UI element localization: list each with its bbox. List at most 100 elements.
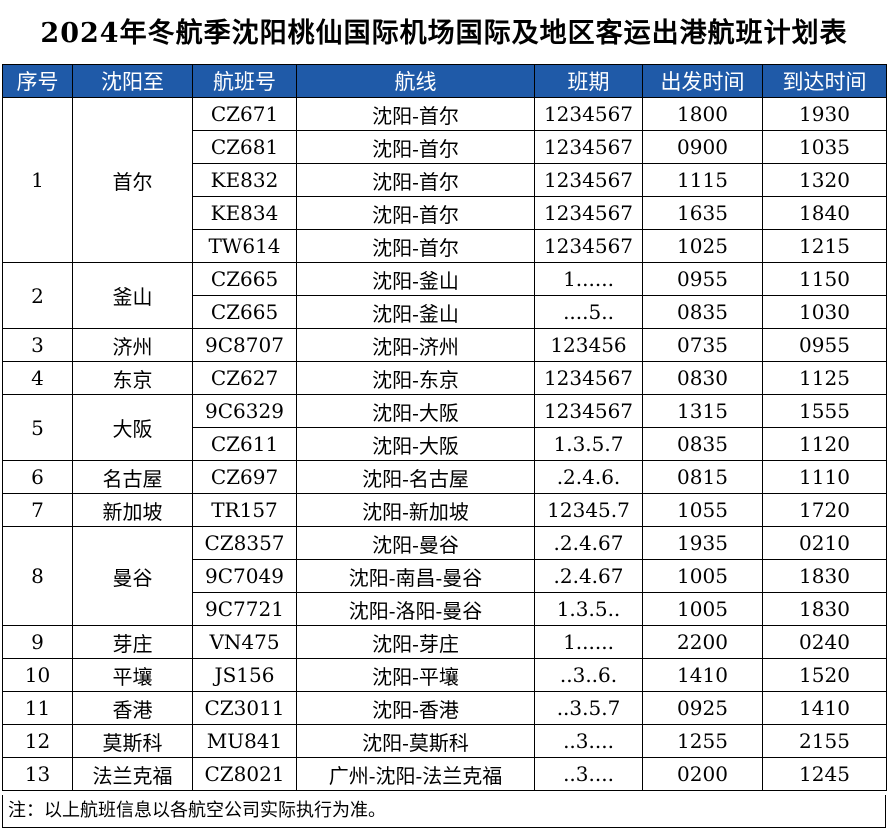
cell-seq: 2	[2, 262, 73, 329]
header-seq: 序号	[2, 64, 73, 98]
table-row: 1 首尔 CZ671 沈阳-首尔 1234567 1800 1930	[2, 97, 887, 263]
cell-days: 1......	[534, 625, 643, 659]
cell-destination: 平壤	[72, 658, 193, 692]
cell-days: 1......	[534, 262, 643, 296]
cell-flight-no: 9C8707	[192, 328, 297, 362]
cell-route: 沈阳-大阪	[296, 427, 535, 461]
cell-arrival: 1110	[762, 460, 887, 494]
cell-departure: 0815	[642, 460, 763, 494]
cell-seq: 9	[2, 625, 73, 659]
cell-arrival: 2155	[762, 724, 887, 758]
page-title: 2024年冬航季沈阳桃仙国际机场国际及地区客运出港航班计划表	[40, 18, 848, 49]
cell-departure: 0735	[642, 328, 763, 362]
cell-days: 12345.7	[534, 493, 643, 527]
cell-flight-no: CZ611	[192, 427, 297, 461]
cell-flight-no: CZ627	[192, 361, 297, 395]
cell-seq: 4	[2, 361, 73, 395]
header-departure: 出发时间	[642, 64, 763, 98]
cell-flight-no: CZ8021	[192, 757, 297, 791]
cell-departure: 0200	[642, 757, 763, 791]
header-route: 航线	[296, 64, 535, 98]
header-flight-no: 航班号	[192, 64, 297, 98]
cell-arrival: 0955	[762, 328, 887, 362]
cell-destination: 釜山	[72, 262, 193, 329]
cell-route: 沈阳-芽庄	[296, 625, 535, 659]
cell-departure: 0835	[642, 295, 763, 329]
cell-arrival: 0240	[762, 625, 887, 659]
cell-arrival: 1410	[762, 691, 887, 725]
table-row: 5 大阪 9C6329 沈阳-大阪 1234567 1315 1555	[2, 394, 887, 461]
cell-route: 沈阳-新加坡	[296, 493, 535, 527]
cell-arrival: 1120	[762, 427, 887, 461]
flight-schedule-table: 序号 沈阳至 航班号 航线 班期 出发时间 到达时间 1 首尔 CZ671 沈阳-首尔…	[2, 64, 887, 791]
cell-destination: 香港	[72, 691, 193, 725]
table-row: CZ665 沈阳-釜山 ....5.. 0835 1030	[3, 295, 887, 329]
cell-days: 1234567	[534, 130, 643, 164]
cell-seq: 3	[2, 328, 73, 362]
cell-arrival: 1245	[762, 757, 887, 791]
cell-flight-no: CZ8357	[192, 526, 297, 560]
cell-destination: 首尔	[72, 97, 193, 263]
cell-days: 1.3.5..	[534, 592, 643, 626]
cell-seq: 10	[2, 658, 73, 692]
header-destination: 沈阳至	[72, 64, 193, 98]
cell-days: .2.4.6.	[534, 460, 643, 494]
cell-route: 沈阳-莫斯科	[296, 724, 535, 758]
table-row: 9C7721 沈阳-洛阳-曼谷 1.3.5.. 1005 1830	[3, 592, 887, 626]
table-row: 3 济州 9C8707 沈阳-济州 123456 0735 0955	[2, 328, 887, 362]
header-arrival: 到达时间	[762, 64, 887, 98]
cell-flight-no: CZ665	[192, 262, 297, 296]
cell-days: ..3....	[534, 724, 643, 758]
cell-route: 沈阳-首尔	[296, 229, 535, 263]
cell-route: 沈阳-釜山	[296, 295, 535, 329]
cell-departure: 0900	[642, 130, 763, 164]
table-row: 4 东京 CZ627 沈阳-东京 1234567 0830 1125	[2, 361, 887, 395]
table-row: KE834 沈阳-首尔 1234567 1635 1840	[3, 196, 887, 230]
cell-days: ....5..	[534, 295, 643, 329]
table-row: 6 名古屋 CZ697 沈阳-名古屋 .2.4.6. 0815 1110	[2, 460, 887, 494]
cell-destination: 济州	[72, 328, 193, 362]
cell-days: .2.4.67	[534, 526, 643, 560]
cell-flight-no: 9C6329	[192, 394, 297, 428]
cell-route: 广州-沈阳-法兰克福	[296, 757, 535, 791]
cell-days: 1234567	[534, 97, 643, 131]
cell-arrival: 1520	[762, 658, 887, 692]
cell-route: 沈阳-首尔	[296, 130, 535, 164]
cell-seq: 8	[2, 526, 73, 626]
cell-flight-no: JS156	[192, 658, 297, 692]
header-days: 班期	[534, 64, 643, 98]
cell-arrival: 1840	[762, 196, 887, 230]
cell-route: 沈阳-香港	[296, 691, 535, 725]
cell-flight-no: CZ681	[192, 130, 297, 164]
cell-seq: 11	[2, 691, 73, 725]
cell-flight-no: VN475	[192, 625, 297, 659]
cell-seq: 12	[2, 724, 73, 758]
cell-arrival: 1125	[762, 361, 887, 395]
cell-flight-no: KE834	[192, 196, 297, 230]
cell-departure: 1410	[642, 658, 763, 692]
cell-destination: 大阪	[72, 394, 193, 461]
header-row: 序号 沈阳至 航班号 航线 班期 出发时间 到达时间	[2, 64, 887, 98]
cell-flight-no: CZ665	[192, 295, 297, 329]
table-row: 12 莫斯科 MU841 沈阳-莫斯科 ..3.... 1255 2155	[2, 724, 887, 758]
cell-days: 1.3.5.7	[534, 427, 643, 461]
cell-arrival: 1150	[762, 262, 887, 296]
cell-departure: 1800	[642, 97, 763, 131]
cell-flight-no: KE832	[192, 163, 297, 197]
cell-seq: 13	[2, 757, 73, 791]
cell-departure: 0925	[642, 691, 763, 725]
table-row: 13 法兰克福 CZ8021 广州-沈阳-法兰克福 ..3.... 0200 1245	[2, 757, 887, 791]
cell-arrival: 1720	[762, 493, 887, 527]
cell-destination: 法兰克福	[72, 757, 193, 791]
cell-departure: 0835	[642, 427, 763, 461]
cell-destination: 名古屋	[72, 460, 193, 494]
cell-route: 沈阳-首尔	[296, 163, 535, 197]
cell-days: 1234567	[534, 163, 643, 197]
cell-route: 沈阳-釜山	[296, 262, 535, 296]
table-body: 1 首尔 CZ671 沈阳-首尔 1234567 1800 1930 CZ681 沈阳-首尔 12…	[2, 97, 887, 791]
table-row: 9C7049 沈阳-南昌-曼谷 .2.4.67 1005 1830	[3, 559, 887, 593]
cell-days: ..3....	[534, 757, 643, 791]
cell-arrival: 1035	[762, 130, 887, 164]
cell-departure: 1005	[642, 559, 763, 593]
cell-flight-no: TR157	[192, 493, 297, 527]
